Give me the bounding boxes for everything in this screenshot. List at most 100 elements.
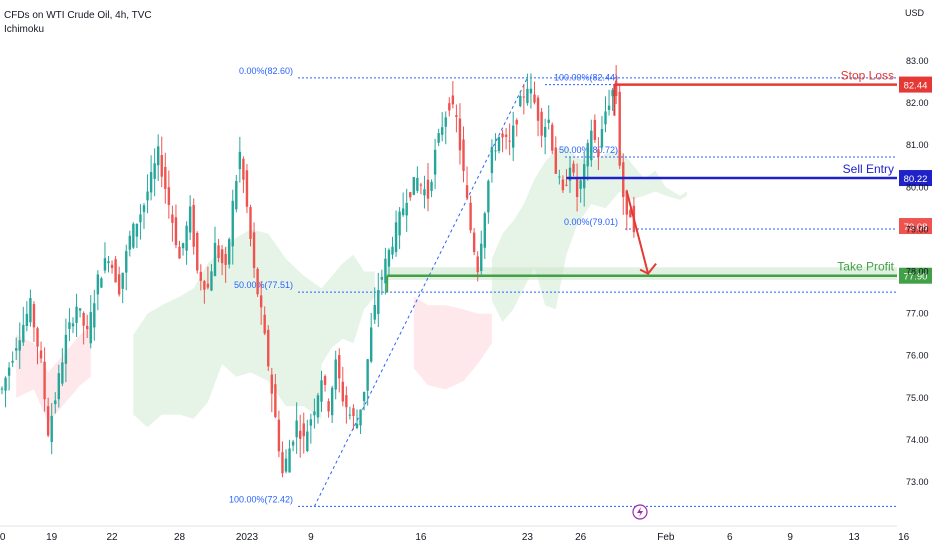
x-tick-label: 6 <box>727 532 733 543</box>
x-tick-label: 22 <box>106 532 118 543</box>
candle-body <box>487 180 490 213</box>
candle-body <box>554 147 557 174</box>
candle-body <box>444 117 447 127</box>
candle-body <box>128 235 131 250</box>
candle-body <box>377 290 380 314</box>
candle-body <box>423 189 426 196</box>
candle-body <box>348 414 352 416</box>
y-tick-label: 73.00 <box>906 477 929 487</box>
sell-entry-label: Sell Entry <box>843 162 894 176</box>
candle-body <box>614 80 618 97</box>
candle-body <box>288 448 291 473</box>
candle-body <box>409 192 412 198</box>
candle-body <box>465 185 469 198</box>
fib-label: 0.00%(79.01) <box>564 217 618 227</box>
candle-body <box>583 164 586 189</box>
candle-body <box>529 88 533 94</box>
current-price-text: 79.08 <box>904 222 928 233</box>
axes: 83.00 82.00 81.00 80.00 79.00 78.00 77.00 76.00… <box>0 56 929 543</box>
candle-body <box>117 274 121 295</box>
candle-body <box>213 242 217 276</box>
candle-body <box>125 251 128 273</box>
candle-body <box>25 313 29 326</box>
candle-body <box>607 105 611 110</box>
projection-arrow <box>625 191 650 274</box>
stop-loss-price-tag <box>899 76 932 93</box>
lightning-icon <box>637 507 643 517</box>
candle-body <box>593 119 597 140</box>
currency-label: USD <box>905 8 925 18</box>
candle-body <box>103 258 107 271</box>
ichimoku-cloud <box>16 145 688 428</box>
candle-body <box>18 340 21 351</box>
candle-body <box>437 133 440 143</box>
y-tick-label: 80.00 <box>906 182 929 192</box>
y-tick-label: 83.00 <box>906 56 929 66</box>
x-tick-label: 19 <box>46 532 58 543</box>
candle-body <box>419 184 423 186</box>
candle-body <box>309 419 313 426</box>
candle-body <box>334 359 337 390</box>
x-tick-label: 9 <box>787 532 793 543</box>
cloud-bearish-segment <box>413 296 492 390</box>
candle-body <box>242 158 245 180</box>
candle-body <box>93 303 96 328</box>
candle-body <box>302 423 305 437</box>
indicator-label: Ichimoku <box>4 24 45 35</box>
take-profit-price-text: 77.90 <box>904 272 928 283</box>
chart-title: CFDs on WTI Crude Oil, 4h, TVC <box>4 10 152 21</box>
candle-body <box>373 304 376 320</box>
candle-body <box>394 222 398 253</box>
candle-body <box>224 254 227 265</box>
candle-body <box>306 431 309 452</box>
candle-body <box>629 209 632 218</box>
candle-body <box>458 118 462 151</box>
candle-body <box>345 395 348 408</box>
candle-body <box>327 401 330 412</box>
candle-body <box>547 119 550 123</box>
candle-body <box>75 306 78 324</box>
candle-body <box>579 180 582 189</box>
x-tick-label: :00 <box>0 532 6 543</box>
x-tick-label: 26 <box>575 532 587 543</box>
candle-body <box>149 171 153 193</box>
x-tick-label: 9 <box>308 532 314 543</box>
candle-body <box>622 162 625 198</box>
x-tick-label: 28 <box>174 532 186 543</box>
candle-body <box>441 127 444 135</box>
candle-body <box>366 359 369 391</box>
candle-body <box>469 202 472 231</box>
candle-body <box>36 328 39 347</box>
candle-body <box>565 184 568 186</box>
candle-body <box>483 213 486 248</box>
y-tick-label: 81.00 <box>906 140 929 150</box>
candle-body <box>132 223 135 248</box>
candle-body <box>22 324 25 343</box>
candle-body <box>497 137 501 152</box>
candle-body <box>391 246 394 255</box>
candle-body <box>178 246 181 259</box>
trade-levels: Stop Loss 82.44 Sell Entry 80.22 Take Profit… <box>386 69 932 293</box>
stop-loss-label: Stop Loss <box>841 69 894 83</box>
candle-body <box>188 206 192 233</box>
candle-body <box>490 146 494 174</box>
candle-body <box>455 115 458 117</box>
candle-body <box>181 243 185 249</box>
x-tick-label: 2023 <box>236 532 259 543</box>
take-profit-label: Take Profit <box>837 260 894 274</box>
candle-body <box>78 308 82 311</box>
candle-body <box>398 211 401 236</box>
candle-body <box>401 208 405 216</box>
candle-body <box>4 377 7 391</box>
candle-body <box>252 232 256 268</box>
candle-body <box>543 126 547 138</box>
candle-body <box>551 124 554 151</box>
candle-body <box>387 249 391 267</box>
candle-body <box>504 134 508 137</box>
y-tick-label: 77.00 <box>906 309 929 319</box>
candle-body <box>142 205 146 212</box>
candle-body <box>352 408 355 417</box>
candle-body <box>61 362 64 384</box>
candle-body <box>15 348 18 351</box>
